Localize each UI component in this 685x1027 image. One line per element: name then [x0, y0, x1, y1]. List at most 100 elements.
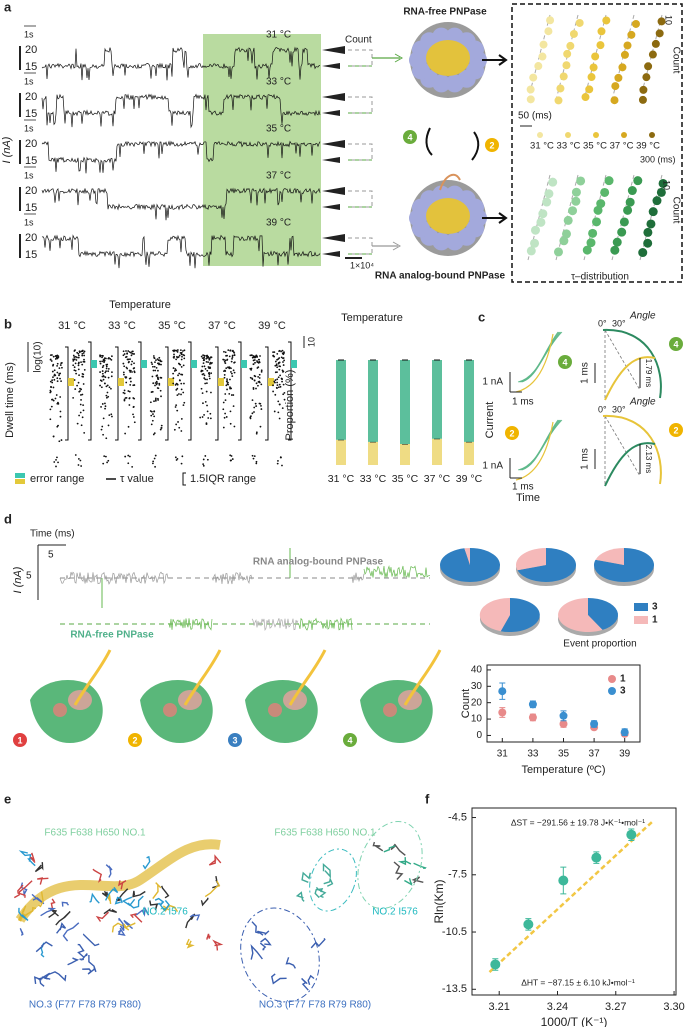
arrow	[498, 54, 508, 66]
dwell-dot	[73, 356, 76, 358]
distribution-dot	[639, 85, 648, 94]
dwell-dot	[276, 381, 279, 384]
dwell-dot	[49, 418, 52, 421]
dwell-dot	[83, 368, 86, 371]
dwell-dot	[229, 410, 232, 413]
residue	[77, 943, 85, 959]
dwell-dot	[209, 361, 212, 364]
dwell-dot	[156, 362, 159, 365]
dwell-dot	[181, 355, 183, 358]
data-point	[528, 713, 537, 722]
dwell-dot	[122, 350, 125, 353]
dwell-dot	[207, 361, 209, 364]
dwell-dot	[107, 376, 110, 379]
residue	[105, 864, 113, 878]
dwell-dot	[249, 376, 252, 379]
temperature-label: 35 °C	[266, 124, 291, 135]
residue	[92, 868, 103, 883]
dwell-dot	[53, 461, 56, 463]
dwell-dot	[173, 370, 176, 372]
state-number: 4	[673, 339, 678, 349]
distribution-dot	[576, 176, 586, 186]
dwell-dot	[225, 384, 228, 387]
dwell-dot	[279, 456, 282, 459]
dwell-dot	[274, 360, 277, 363]
dwell-dot	[157, 369, 159, 372]
residue	[50, 898, 56, 911]
dwell-dot	[53, 369, 56, 372]
dwell-dot	[277, 460, 279, 462]
scale-label: 1 ms	[512, 482, 534, 493]
dwell-dot	[102, 462, 105, 465]
current-trace	[41, 93, 321, 129]
dwell-dot	[59, 377, 61, 380]
dwell-dot	[230, 455, 233, 457]
dwell-dot	[276, 462, 279, 465]
iqr-bracket	[215, 346, 219, 441]
error-box	[118, 378, 124, 386]
distribution-dot	[627, 186, 637, 196]
dwell-dot	[180, 388, 183, 391]
dwell-dot	[130, 363, 133, 366]
residue	[250, 944, 263, 960]
dwell-dot	[160, 424, 163, 427]
dwell-dot	[256, 356, 259, 358]
distribution-dot	[530, 225, 540, 235]
dwell-dot	[205, 423, 208, 425]
dwell-dot	[76, 384, 79, 387]
dwell-dot	[78, 390, 81, 393]
x-tick-label: 3.21	[488, 1001, 509, 1013]
dwell-dot	[127, 462, 130, 465]
state-badge	[669, 337, 683, 351]
axis-label: 1000/T (K⁻¹)	[541, 1015, 608, 1027]
pie-slice	[517, 548, 577, 582]
dwell-dot	[182, 350, 184, 352]
y-tick-label: -4.5	[448, 811, 467, 823]
residue	[301, 871, 311, 883]
residue	[259, 942, 267, 951]
scale-label: 1s	[24, 76, 34, 86]
dwell-dot	[78, 374, 80, 377]
dwell-dot	[125, 350, 127, 352]
count-histogram	[322, 63, 340, 69]
dwell-dot	[274, 379, 277, 381]
distribution-dot	[553, 247, 563, 257]
axis-label: Count	[670, 47, 681, 74]
distribution-dot	[546, 16, 555, 25]
dwell-dot	[50, 385, 52, 388]
dwell-dot	[274, 371, 277, 374]
residue	[383, 845, 396, 853]
distribution-dot	[571, 196, 581, 206]
dwell-dot	[99, 384, 101, 387]
highlight-region	[203, 34, 321, 266]
dwell-dot	[123, 389, 126, 392]
count-histogram	[322, 93, 345, 101]
dwell-dot	[224, 399, 227, 402]
dwell-dot	[72, 364, 75, 367]
dwell-dot	[201, 392, 204, 394]
dwell-dot	[108, 414, 111, 417]
dwell-dot	[204, 401, 207, 403]
distribution-dot	[526, 85, 535, 94]
current-trace	[101, 548, 291, 608]
label: 0°	[598, 318, 607, 328]
dwell-dot	[278, 403, 281, 406]
dwell-dot	[257, 384, 259, 387]
dwell-dot	[154, 465, 156, 468]
dwell-dot	[233, 361, 236, 364]
distribution-dot	[642, 73, 651, 82]
dwell-dot	[278, 350, 281, 352]
dwell-dot	[283, 359, 286, 362]
dwell-dot	[224, 393, 227, 395]
dwell-dot	[110, 413, 113, 416]
dwell-dot	[202, 402, 204, 405]
residue	[271, 973, 287, 985]
label: 0°	[598, 404, 607, 414]
dwell-dot	[260, 369, 263, 372]
dwell-dot	[252, 386, 255, 389]
dwell-dot	[74, 349, 76, 351]
dwell-dot	[253, 406, 256, 409]
residue	[61, 901, 70, 907]
dwell-dot	[203, 377, 206, 379]
